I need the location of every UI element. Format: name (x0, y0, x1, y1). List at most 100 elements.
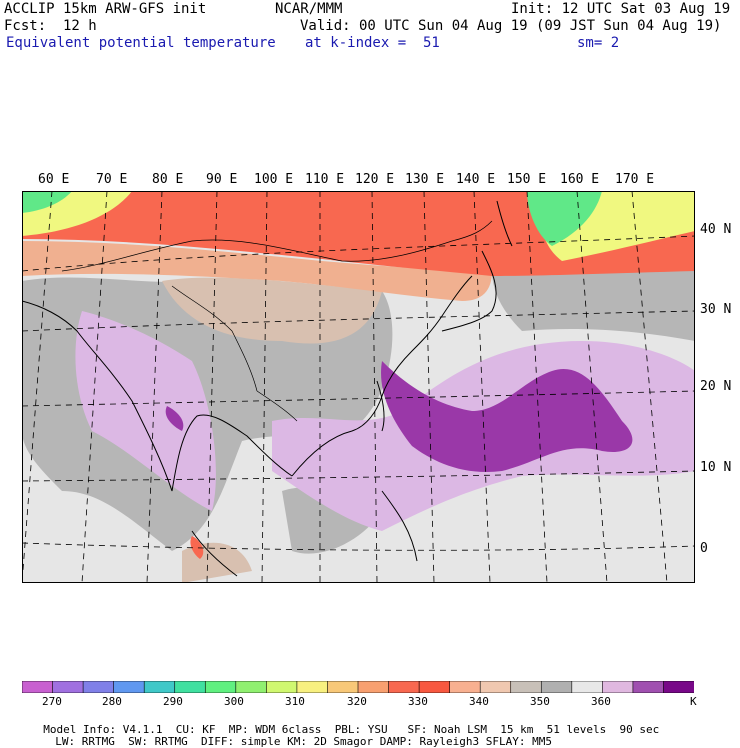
theta-e-map (22, 191, 695, 583)
colorbar-label: 280 (102, 695, 122, 708)
green-region (22, 191, 72, 213)
coastline (381, 490, 418, 562)
colorbar-swatch (296, 681, 329, 693)
colorbar-swatch (449, 681, 481, 693)
colorbar-swatch (82, 681, 115, 693)
colorbar-label: 360 (591, 695, 611, 708)
purple-core (165, 406, 184, 431)
colorbar-label: 290 (163, 695, 183, 708)
footer-item: SFLAY: MM5 (485, 735, 552, 748)
lon-label: 160 E (560, 172, 600, 187)
colorbar-swatch (357, 681, 390, 693)
lon-label: 130 E (405, 172, 445, 187)
footer-item: DIFF: simple (200, 735, 281, 748)
footer-item: DAMP: Rayleigh3 (379, 735, 480, 748)
colorbar (22, 681, 694, 693)
colorbar-label: 310 (285, 695, 305, 708)
footer-item: PBL: YSU (334, 723, 388, 736)
colorbar-label: 300 (224, 695, 244, 708)
model-info-line1: Model Info: V4.1.1 CU: KF MP: WDM 6class… (30, 712, 659, 736)
forecast-label: Fcst: (4, 18, 47, 34)
colorbar-swatch (571, 681, 604, 693)
lavender-region (75, 311, 216, 511)
red-band (22, 191, 695, 276)
borders (61, 220, 493, 422)
colorbar-swatch (235, 681, 268, 693)
lon-label: 120 E (355, 172, 395, 187)
lon-label: 90 E (206, 172, 238, 187)
colorbar-swatch (327, 681, 359, 693)
lat-line (22, 470, 695, 482)
forecast-hours: 12 h (63, 18, 97, 34)
colorbar-swatch (174, 681, 207, 693)
purple-core (381, 361, 633, 472)
footer-item: 51 levels (546, 723, 607, 736)
footer-item: LW: RRTMG (55, 735, 115, 748)
colorbar-swatch (540, 681, 573, 693)
brown-region (162, 277, 382, 344)
lat-line (22, 542, 695, 551)
lon-label: 100 E (254, 172, 294, 187)
lon-label: 150 E (507, 172, 547, 187)
salmon-band (22, 241, 492, 301)
footer-item: 90 sec (619, 723, 660, 736)
footer-item: CU: KF (175, 723, 216, 736)
valid-time: Valid: 00 UTC Sun 04 Aug 19 (09 JST Sun … (300, 18, 722, 34)
coastline (496, 200, 513, 247)
lon-label: 110 E (305, 172, 345, 187)
colorbar-label: 320 (347, 695, 367, 708)
colorbar-swatch (510, 681, 543, 693)
footer-item: KM: 2D Smagor (287, 735, 374, 748)
lat-label: 30 N (700, 302, 732, 317)
lon-label: 60 E (38, 172, 70, 187)
colorbar-swatch (602, 681, 634, 693)
colorbar-swatch (632, 681, 665, 693)
field-name: Equivalent potential temperature (6, 35, 276, 51)
organization: NCAR/MMM (275, 1, 343, 17)
colorbar-label: 340 (469, 695, 489, 708)
coastline (291, 275, 473, 477)
graticule (22, 191, 695, 583)
lat-label: 20 N (700, 379, 732, 394)
coastline (441, 250, 497, 332)
colorbar-label: 330 (408, 695, 428, 708)
lat-label: 10 N (700, 460, 732, 475)
lon-label: 70 E (96, 172, 128, 187)
init-time: Init: 12 UTC Sat 03 Aug 19 (511, 1, 731, 17)
footer-item: SW: RRTMG (128, 735, 188, 748)
lat-line (22, 390, 695, 407)
border (256, 390, 298, 422)
colorbar-swatch (388, 681, 420, 693)
lat-label: 40 N (700, 222, 732, 237)
colorbar-swatch (266, 681, 298, 693)
lon-label: 170 E (615, 172, 655, 187)
colorbar-swatch (204, 681, 237, 693)
smoothing-info: sm= 2 (577, 35, 620, 51)
border (61, 220, 493, 272)
footer-item: Model Info: V4.1.1 (43, 723, 163, 736)
model-title: ACCLIP 15km ARW-GFS init (4, 1, 207, 17)
green-region (527, 191, 602, 246)
coastline (22, 300, 293, 492)
footer-item: 15 km (500, 723, 534, 736)
border (171, 285, 258, 392)
colorbar-unit: K (690, 695, 697, 708)
level-info: at k-index = 51 (305, 35, 440, 51)
red-spot (190, 536, 204, 559)
model-info-line2: LW: RRTMG SW: RRTMG DIFF: simple KM: 2D … (42, 724, 552, 748)
lat-label: 0 (700, 541, 708, 556)
colorbar-swatch (479, 681, 512, 693)
colorbar-label: 350 (530, 695, 550, 708)
coastline (376, 380, 385, 432)
coastlines (22, 200, 513, 577)
lon-label: 80 E (152, 172, 184, 187)
colorbar-swatch (143, 681, 176, 693)
footer-item: MP: WDM 6class (228, 723, 322, 736)
colorbar-swatch (418, 681, 451, 693)
colorbar-swatch (113, 681, 145, 693)
footer-item: SF: Noah LSM (407, 723, 488, 736)
colorbar-swatch (52, 681, 84, 693)
coastline (191, 530, 238, 577)
colorbar-label: 270 (42, 695, 62, 708)
colorbar-swatch (663, 681, 694, 693)
